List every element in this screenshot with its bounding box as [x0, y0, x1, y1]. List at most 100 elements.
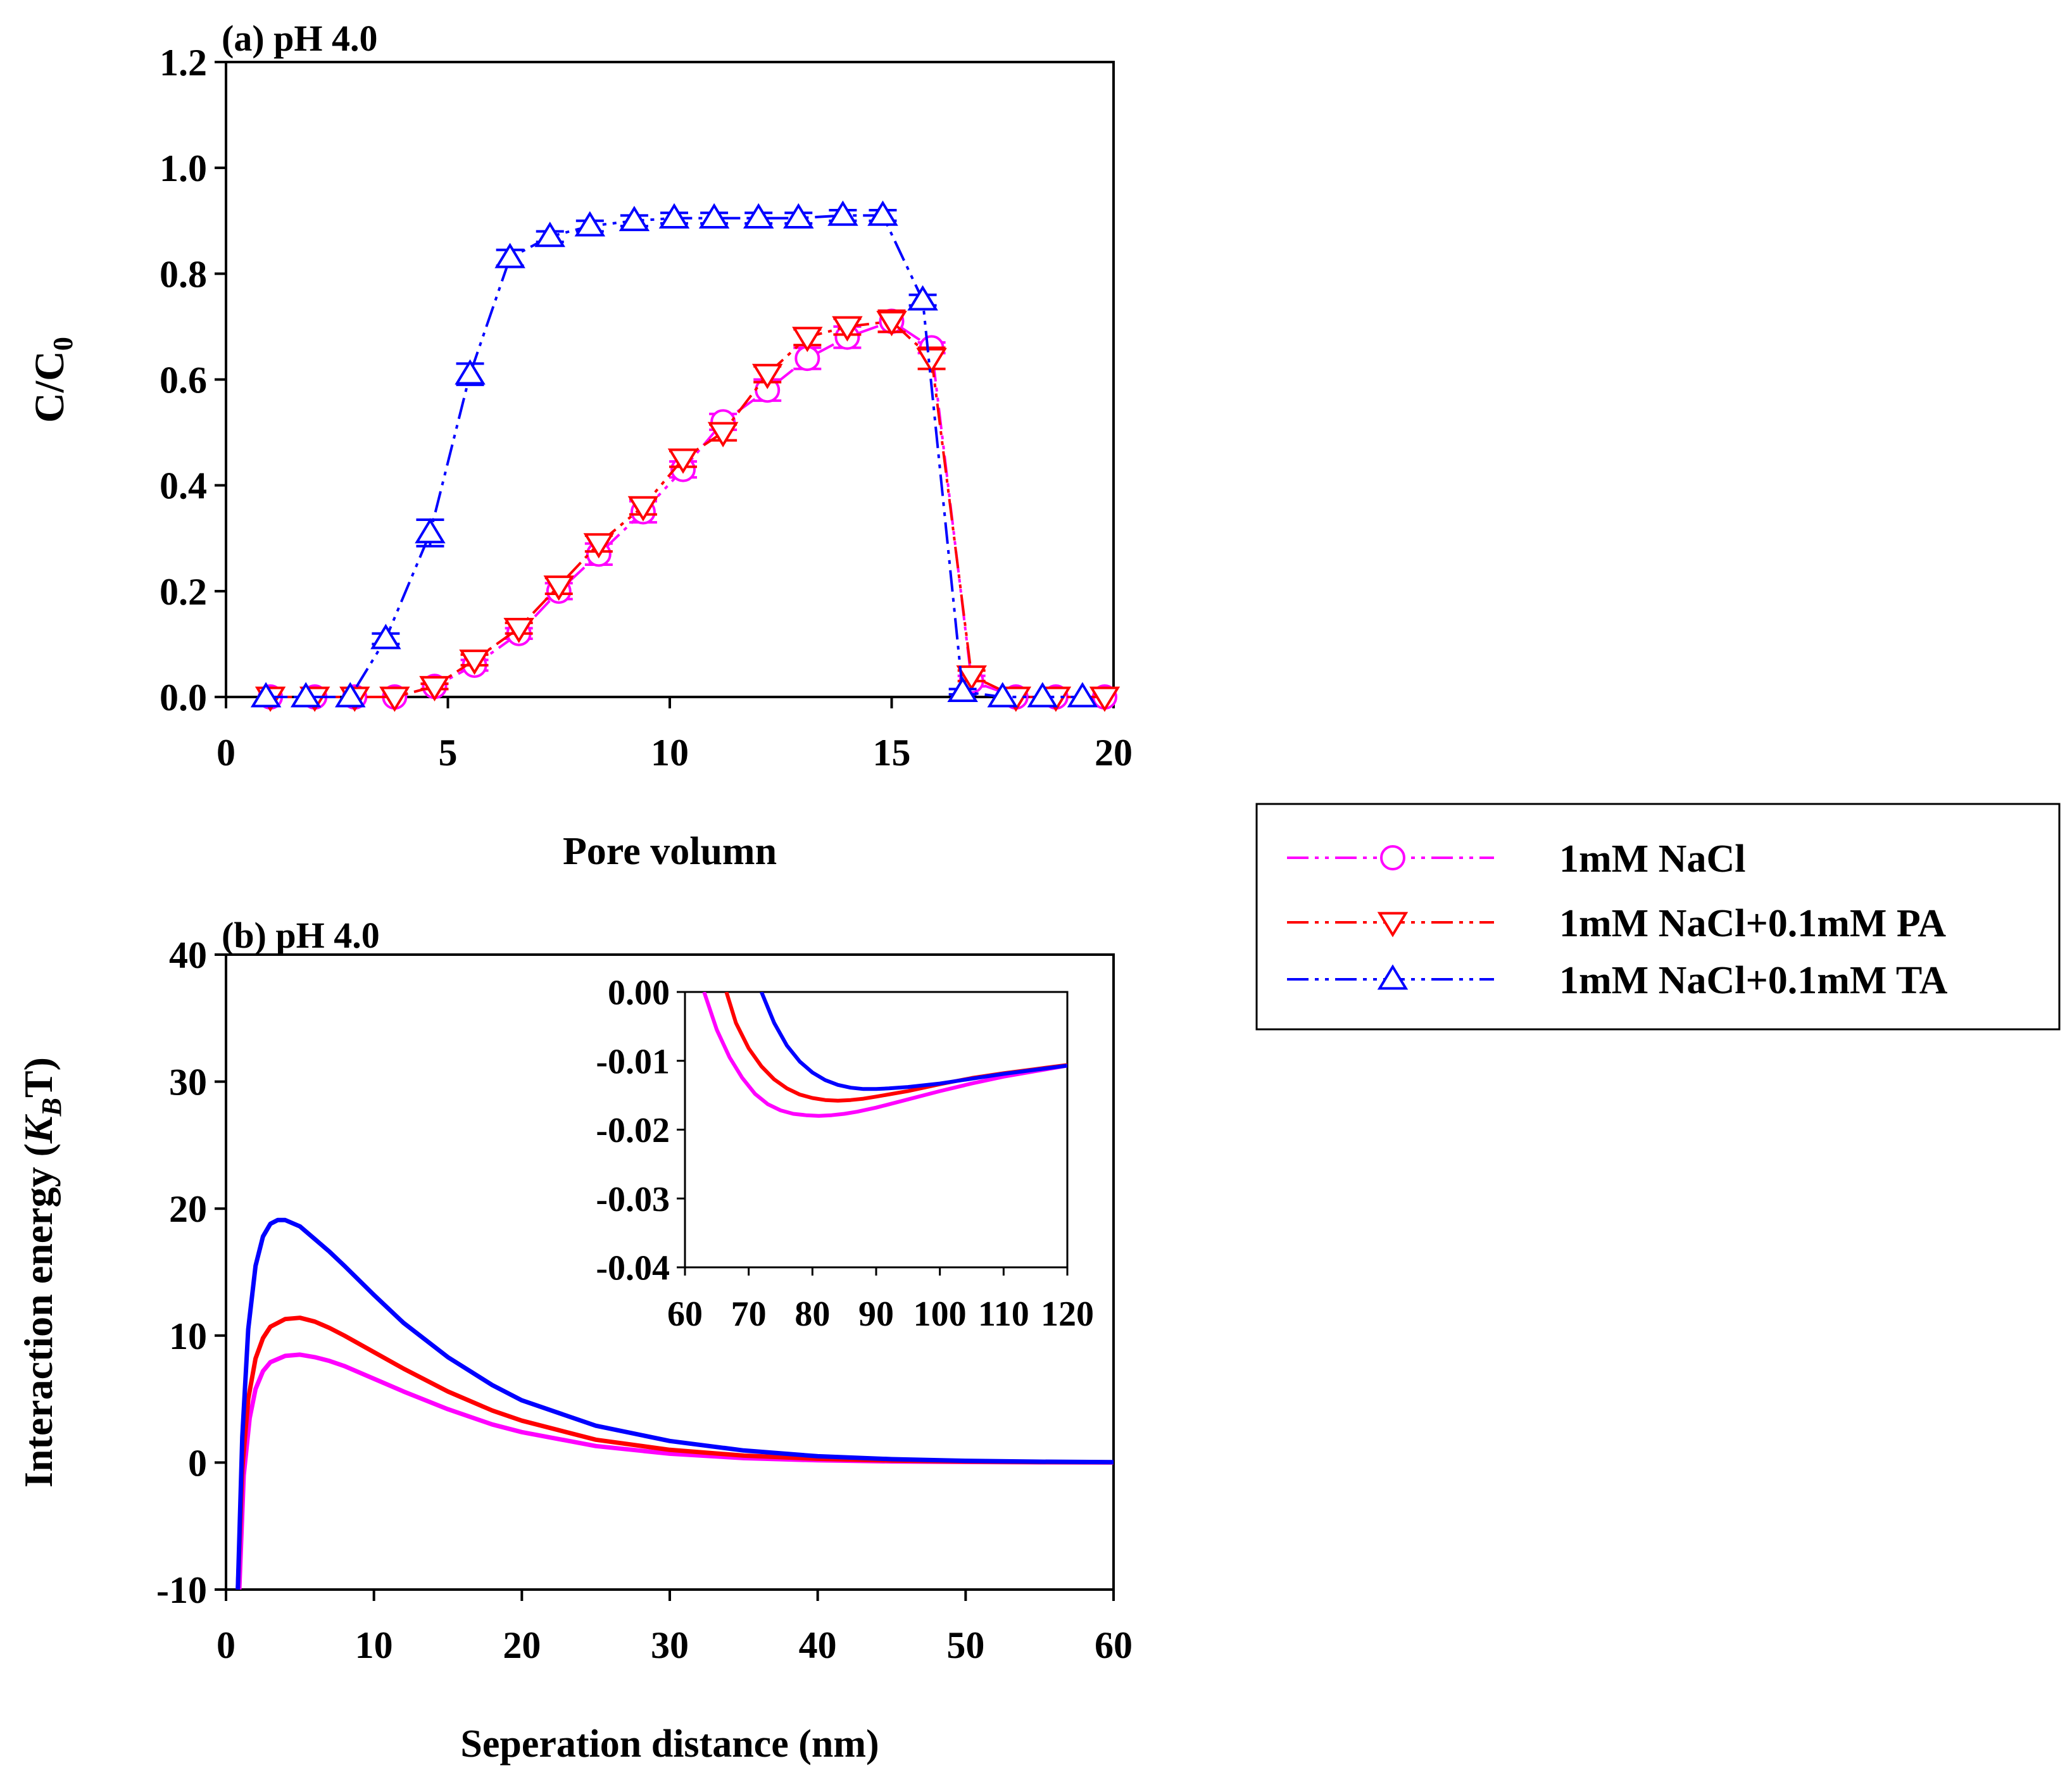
panel-a-point-1mm-nacl-0-1mm-pa	[583, 533, 615, 559]
panel-b-x-tick-label: 50	[946, 1624, 984, 1666]
panel-b-ylabel-tail: T)	[16, 1057, 61, 1098]
panel-a-point-1mm-nacl-0-1mm-ta	[494, 242, 525, 268]
panel-b-chart: (b) pH 4.0 Seperation distance (nm) Inte…	[16, 915, 1133, 1766]
panel-a-x-ticks: 0 5 10 15 20	[217, 697, 1133, 774]
panel-a-point-1mm-nacl-0-1mm-pa	[543, 575, 574, 601]
panel-b-y-tick-label: 10	[169, 1315, 207, 1357]
panel-b-x-tick-label: 20	[503, 1624, 541, 1666]
legend: 1mM NaCl 1mM NaCl+0.1mM PA 1mM NaCl+0.1mM …	[1255, 803, 2061, 1031]
panel-a-point-1mm-nacl-0-1mm-ta	[335, 682, 366, 708]
panel-a-x-tick-label: 0	[217, 732, 235, 774]
legend-entry-1mm-nacl-0-1mm-pa: 1mM NaCl+0.1mM PA	[1287, 902, 1946, 945]
panel-a-ylabel-main: C/C	[27, 351, 73, 423]
panel-b-y-ticks: -10 0 10 20 30 40	[156, 934, 226, 1611]
panel-a-point-1mm-nacl-0-1mm-ta	[947, 676, 978, 703]
panel-b-x-tick-label: 60	[1095, 1624, 1133, 1666]
panel-a-x-tick-label: 15	[873, 732, 911, 774]
panel-a-y-tick-label: 1.2	[160, 42, 207, 84]
panel-a-point-1mm-nacl-0-1mm-pa	[876, 311, 907, 337]
panel-a-point-1mm-nacl-0-1mm-pa	[627, 496, 659, 522]
legend-label: 1mM NaCl+0.1mM TA	[1559, 959, 1948, 1002]
panel-a-point-1mm-nacl-0-1mm-ta	[534, 222, 565, 248]
panel-a-point-1mm-nacl-0-1mm-ta	[783, 203, 814, 229]
inset-x-tick-label: 110	[978, 1295, 1029, 1334]
panel-a-y-tick-label: 0.2	[160, 571, 207, 613]
panel-a-point-1mm-nacl-0-1mm-pa	[792, 327, 823, 353]
panel-a-xlabel: Pore volumn	[563, 830, 777, 873]
panel-b-ylabel-sub: B	[36, 1098, 67, 1117]
panel-a-point-1mm-nacl-0-1mm-pa	[503, 617, 534, 644]
panel-a-point-1mm-nacl-0-1mm-pa	[751, 363, 783, 389]
legend-entry-1mm-nacl: 1mM NaCl	[1287, 838, 1745, 881]
inset-x-tick-label: 100	[914, 1295, 967, 1334]
legend-entry-1mm-nacl-0-1mm-ta: 1mM NaCl+0.1mM TA	[1287, 959, 1948, 1002]
panel-b-x-tick-label: 30	[651, 1624, 689, 1666]
panel-a-series-1mm-nacl-0-1mm-pa	[254, 309, 1121, 712]
panel-a-y-tick-label: 0.0	[160, 677, 207, 718]
panel-a-y-ticks: 0.0 0.2 0.4 0.6 0.8 1.0 1.2	[160, 42, 226, 718]
inset-series	[702, 992, 1067, 1118]
panel-a-point-1mm-nacl-0-1mm-pa	[832, 316, 863, 342]
panel-a-point-1mm-nacl-0-1mm-ta	[415, 518, 446, 544]
panel-a-y-tick-label: 0.8	[160, 253, 207, 295]
panel-b-line-1mm-nacl-0-1mm-pa	[235, 1315, 1114, 1590]
panel-a-chart: (a) pH 4.0 Pore volumn C/C0 0 5 10 15 20 0.0…	[27, 18, 1133, 873]
panel-a-series	[250, 200, 1121, 712]
inset-x-tick-label: 60	[667, 1295, 703, 1334]
legend-marker-triangle-down	[1377, 912, 1409, 938]
legend-label: 1mM NaCl	[1559, 838, 1745, 881]
panel-a-point-1mm-nacl-0-1mm-pa	[956, 665, 987, 691]
panel-b-x-tick-label: 0	[217, 1624, 235, 1666]
panel-b-y-tick-label: 40	[169, 934, 207, 976]
panel-a-plot-area	[225, 61, 1115, 698]
panel-a-point-1mm-nacl-0-1mm-ta	[574, 211, 606, 237]
panel-a-point-1mm-nacl-0-1mm-pa	[1089, 686, 1121, 712]
panel-b-line-1mm-nacl-0-1mm-ta	[235, 1217, 1114, 1590]
panel-b-y-tick-label: 0	[188, 1442, 207, 1484]
legend-label: 1mM NaCl+0.1mM PA	[1559, 902, 1946, 945]
panel-a-point-1mm-nacl-0-1mm-ta	[658, 203, 690, 229]
panel-a-point-1mm-nacl-0-1mm-ta	[370, 624, 401, 649]
panel-b-x-ticks: 0 10 20 30 40 50 60	[217, 1590, 1133, 1666]
panel-b-y-tick-label: 20	[169, 1188, 207, 1230]
inset-x-tick-label: 80	[794, 1295, 830, 1334]
panel-a-ylabel: C/C0	[27, 337, 78, 423]
panel-a-x-tick-label: 10	[651, 732, 689, 774]
panel-b-y-tick-label: -10	[156, 1569, 207, 1611]
panel-a-point-1mm-nacl-0-1mm-ta	[1027, 682, 1058, 708]
panel-a-point-1mm-nacl-0-1mm-ta	[1067, 682, 1098, 708]
panel-a-ylabel-sub: 0	[47, 337, 78, 351]
inset-x-tick-label: 120	[1041, 1295, 1094, 1334]
panel-a-point-1mm-nacl-0-1mm-ta	[698, 203, 730, 229]
panel-a-y-tick-label: 1.0	[160, 147, 207, 189]
panel-a-y-tick-label: 0.4	[160, 465, 207, 507]
inset-x-ticks: 60 70 80 90 100 110 120	[667, 1267, 1094, 1334]
panel-a-point-1mm-nacl-0-1mm-ta	[867, 200, 898, 226]
panel-b-xlabel: Seperation distance (nm)	[460, 1722, 879, 1766]
panel-a-point-1mm-nacl-0-1mm-pa	[707, 422, 739, 448]
panel-b-series	[235, 1217, 1114, 1590]
panel-a-point-1mm-nacl-0-1mm-ta	[743, 203, 774, 229]
inset-y-tick-label: 0.00	[608, 974, 670, 1013]
inset-y-tick-label: -0.02	[596, 1111, 670, 1150]
panel-b-y-tick-label: 30	[169, 1062, 207, 1103]
legend-marker-circle	[1380, 845, 1405, 870]
panel-a-x-tick-label: 20	[1095, 732, 1133, 774]
inset-y-ticks: -0.04 -0.03 -0.02 -0.01 0.00	[596, 974, 685, 1288]
panel-a-point-1mm-nacl-0-1mm-ta	[987, 682, 1018, 708]
inset-x-tick-label: 90	[858, 1295, 894, 1334]
panel-a-point-1mm-nacl-0-1mm-ta	[907, 285, 938, 311]
panel-a-y-tick-label: 0.6	[160, 360, 207, 401]
panel-a-point-1mm-nacl-0-1mm-pa	[379, 686, 410, 712]
panel-a-point-1mm-nacl-0-1mm-pa	[667, 448, 699, 474]
panel-a-point-1mm-nacl-0-1mm-pa	[459, 649, 490, 675]
panel-b-ylabel-main: Interaction energy (	[16, 1143, 61, 1488]
panel-a-point-1mm-nacl-0-1mm-ta	[827, 200, 858, 226]
inset-x-tick-label: 70	[731, 1295, 767, 1334]
legend-marker-triangle-up	[1377, 964, 1409, 990]
panel-a-point-1mm-nacl-0-1mm-ta	[618, 206, 650, 232]
inset-line-1mm-nacl	[702, 992, 1067, 1118]
panel-a-series-1mm-nacl-0-1mm-ta	[250, 200, 1098, 708]
panel-a-point-1mm-nacl-0-1mm-ta	[455, 359, 486, 385]
